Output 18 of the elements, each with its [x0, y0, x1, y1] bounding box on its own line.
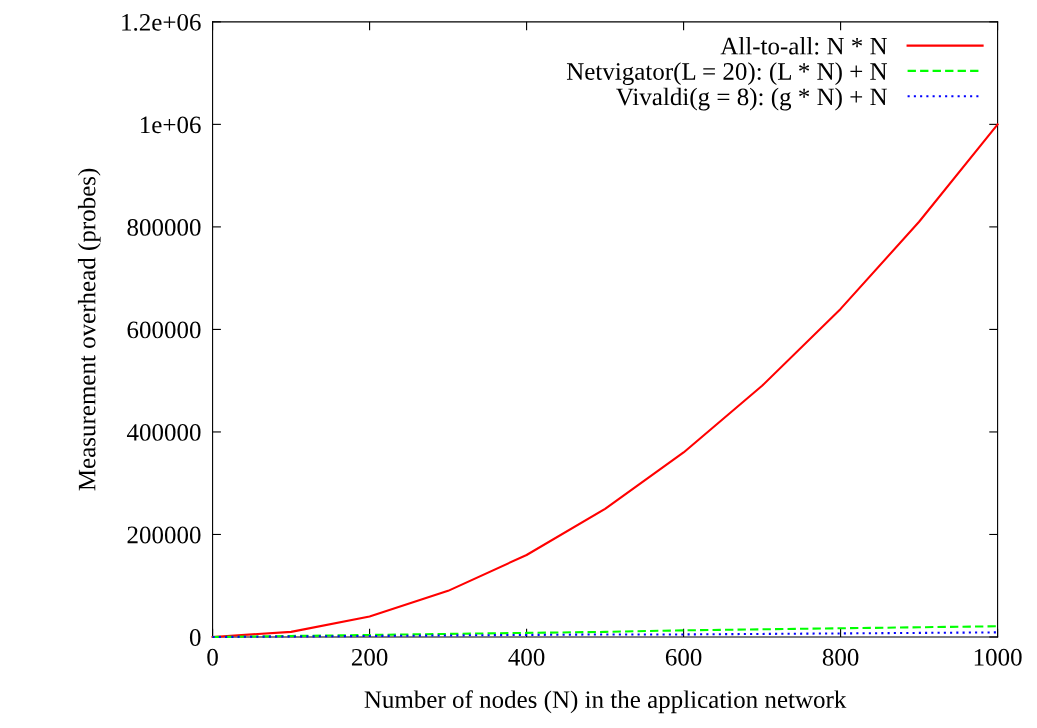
y-axis-title: Measurement overhead (probes): [77, 168, 101, 491]
x-tick-label: 200: [351, 648, 388, 666]
y-tick-label: 600000: [127, 321, 201, 339]
x-axis-title: Number of nodes (N) in the application network: [364, 690, 847, 714]
x-tick-label: 400: [508, 648, 545, 666]
y-tick-label: 400000: [126, 424, 201, 441]
y-tick-label: 200000: [127, 526, 201, 544]
x-tick-label: 800: [822, 648, 859, 666]
x-tick-label: 600: [665, 648, 702, 666]
legend-label: All-to-all: N * N: [720, 36, 888, 55]
legend-label: Vivaldi(g = 8): (g * N) + N: [616, 87, 888, 111]
y-tick-label: 1e+06: [140, 116, 201, 134]
x-tick-label: 1000: [974, 648, 1022, 666]
y-tick-label: 800000: [127, 218, 201, 236]
y-tick-label: 1.2e+06: [122, 13, 201, 31]
legend-label: Netvigator(L = 20): (L * N) + N: [566, 62, 888, 86]
y-tick-label: 0: [189, 629, 201, 646]
x-tick-label: 0: [207, 648, 218, 666]
